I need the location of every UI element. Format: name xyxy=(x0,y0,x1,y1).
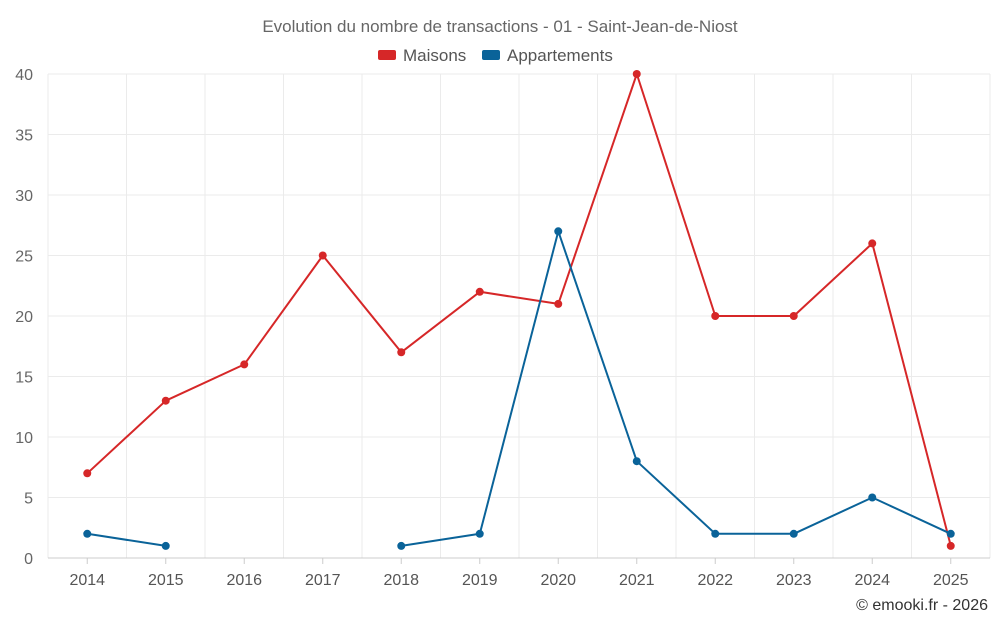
y-tick-label: 30 xyxy=(15,188,33,205)
data-point-appartements[interactable] xyxy=(83,529,92,538)
legend-swatch-appartements xyxy=(482,50,500,60)
x-tick-label: 2016 xyxy=(226,572,262,589)
y-tick-label: 35 xyxy=(15,128,33,145)
series-layer xyxy=(83,70,955,550)
y-tick-label: 25 xyxy=(15,249,33,266)
y-tick-label: 0 xyxy=(24,551,33,568)
x-axis-ticks: 2014 2015 2016 2017 2018 2019 2020 2021 2022 2023… xyxy=(69,558,969,589)
x-tick-label: 2019 xyxy=(462,572,498,589)
data-point-appartements[interactable] xyxy=(475,529,484,538)
x-tick-label: 2024 xyxy=(854,572,890,589)
data-point-appartements[interactable] xyxy=(868,493,877,502)
data-point-appartements[interactable] xyxy=(397,541,406,550)
data-point-appartements[interactable] xyxy=(946,529,955,538)
grid xyxy=(47,73,991,558)
x-tick-label: 2021 xyxy=(619,572,655,589)
data-point-appartements[interactable] xyxy=(711,529,720,538)
x-tick-label: 2022 xyxy=(697,572,733,589)
x-tick-label: 2015 xyxy=(148,572,184,589)
y-axis-ticks: 0 5 10 15 20 25 30 35 40 xyxy=(15,67,33,568)
x-tick-label: 2014 xyxy=(69,572,105,589)
y-tick-label: 40 xyxy=(15,67,33,84)
legend-label-maisons[interactable]: Maisons xyxy=(403,46,466,65)
data-point-appartements[interactable] xyxy=(789,529,798,538)
series-line-appartements xyxy=(87,532,166,547)
series-maisons xyxy=(83,70,955,550)
data-point-maisons[interactable] xyxy=(475,287,484,296)
y-tick-label: 10 xyxy=(15,430,33,447)
data-point-maisons[interactable] xyxy=(711,312,720,320)
y-tick-label: 20 xyxy=(15,309,33,326)
data-point-maisons[interactable] xyxy=(83,469,92,478)
x-tick-label: 2017 xyxy=(305,572,341,589)
credit-text: © emooki.fr - 2026 xyxy=(856,597,988,614)
series-line-maisons xyxy=(86,73,952,547)
x-tick-label: 2018 xyxy=(383,572,419,589)
data-point-maisons[interactable] xyxy=(397,348,406,357)
data-point-maisons[interactable] xyxy=(161,396,170,405)
series-line-appartements xyxy=(401,230,952,547)
data-point-maisons[interactable] xyxy=(946,541,955,550)
data-point-maisons[interactable] xyxy=(632,70,641,78)
data-point-maisons[interactable] xyxy=(868,239,877,248)
data-point-maisons[interactable] xyxy=(318,251,327,260)
legend: Maisons Appartements xyxy=(378,46,613,65)
data-point-maisons[interactable] xyxy=(554,299,563,308)
data-point-appartements[interactable] xyxy=(554,227,563,236)
y-tick-label: 15 xyxy=(15,370,33,387)
x-tick-label: 2025 xyxy=(933,572,969,589)
data-point-maisons[interactable] xyxy=(789,312,798,320)
y-tick-label: 5 xyxy=(24,491,33,508)
data-point-appartements[interactable] xyxy=(632,457,641,466)
series-appartements xyxy=(83,227,955,550)
x-tick-label: 2020 xyxy=(540,572,576,589)
legend-swatch-maisons xyxy=(378,50,396,60)
data-point-appartements[interactable] xyxy=(161,541,170,550)
data-point-maisons[interactable] xyxy=(240,360,249,369)
chart-title: Evolution du nombre de transactions - 01… xyxy=(262,17,738,36)
x-tick-label: 2023 xyxy=(776,572,812,589)
legend-label-appartements[interactable]: Appartements xyxy=(507,46,613,65)
